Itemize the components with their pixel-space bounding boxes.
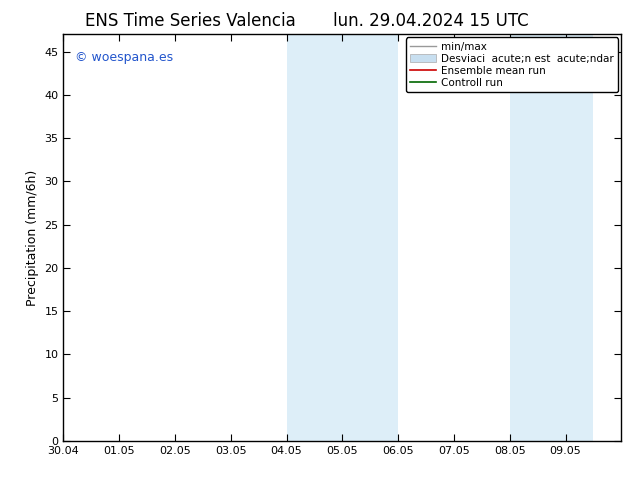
Y-axis label: Precipitation (mm/6h): Precipitation (mm/6h) (26, 170, 39, 306)
Text: lun. 29.04.2024 15 UTC: lun. 29.04.2024 15 UTC (333, 12, 529, 30)
Text: ENS Time Series Valencia: ENS Time Series Valencia (85, 12, 295, 30)
Legend: min/max, Desviaci  acute;n est  acute;ndar, Ensemble mean run, Controll run: min/max, Desviaci acute;n est acute;ndar… (406, 37, 618, 92)
Bar (510, 34, 593, 441)
Text: © woespana.es: © woespana.es (75, 50, 172, 64)
Bar (287, 34, 398, 441)
